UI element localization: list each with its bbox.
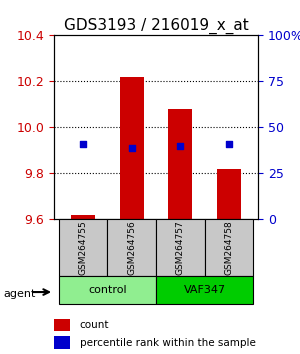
Title: GDS3193 / 216019_x_at: GDS3193 / 216019_x_at <box>64 18 248 34</box>
Bar <box>120 77 144 219</box>
FancyBboxPatch shape <box>205 219 253 276</box>
Point <box>129 145 134 151</box>
FancyBboxPatch shape <box>59 219 107 276</box>
Point <box>178 143 183 149</box>
FancyBboxPatch shape <box>156 276 253 304</box>
Point <box>226 141 231 147</box>
Text: VAF347: VAF347 <box>184 285 226 295</box>
Text: percentile rank within the sample: percentile rank within the sample <box>80 338 256 348</box>
FancyBboxPatch shape <box>156 219 205 276</box>
Bar <box>54 319 70 331</box>
Text: agent: agent <box>3 289 35 299</box>
Bar <box>217 169 241 219</box>
FancyBboxPatch shape <box>59 276 156 304</box>
Text: GSM264755: GSM264755 <box>79 221 88 275</box>
Text: GSM264758: GSM264758 <box>224 221 233 275</box>
FancyBboxPatch shape <box>107 219 156 276</box>
Text: GSM264757: GSM264757 <box>176 221 185 275</box>
Text: control: control <box>88 285 127 295</box>
Bar <box>54 336 70 349</box>
Text: GSM264756: GSM264756 <box>127 221 136 275</box>
Bar <box>71 215 95 219</box>
Text: count: count <box>80 320 109 330</box>
Bar <box>168 109 192 219</box>
Point <box>81 141 85 147</box>
